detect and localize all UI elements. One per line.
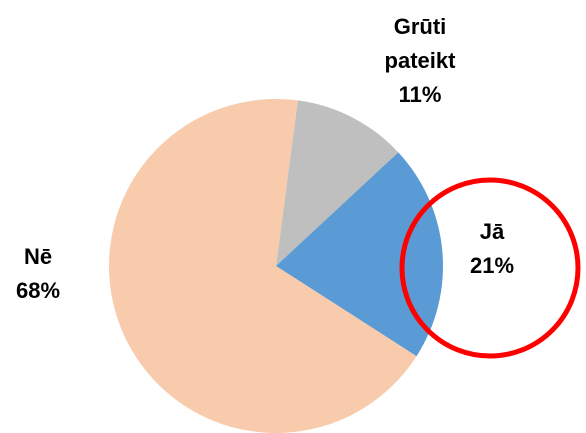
- category-label-line: Jā: [480, 219, 505, 244]
- category-label-line: Grūti: [394, 14, 447, 39]
- labels: Grūti pateikt 11% Jā 21% Nē 68%: [16, 14, 514, 303]
- slice: [276, 100, 399, 266]
- slice: [109, 98, 417, 433]
- slice: [276, 152, 443, 357]
- value-label: 68%: [16, 278, 60, 303]
- highlight-circle: [399, 177, 581, 359]
- category-label: Jā: [480, 219, 505, 244]
- category-label-line: Nē: [24, 244, 52, 269]
- category-label: Nē: [24, 244, 52, 269]
- category-label: Grūti pateikt: [385, 14, 457, 73]
- pie: [109, 98, 443, 433]
- value-label: 11%: [399, 82, 442, 107]
- category-label-line: pateikt: [385, 48, 457, 73]
- value-label: 21%: [470, 253, 514, 278]
